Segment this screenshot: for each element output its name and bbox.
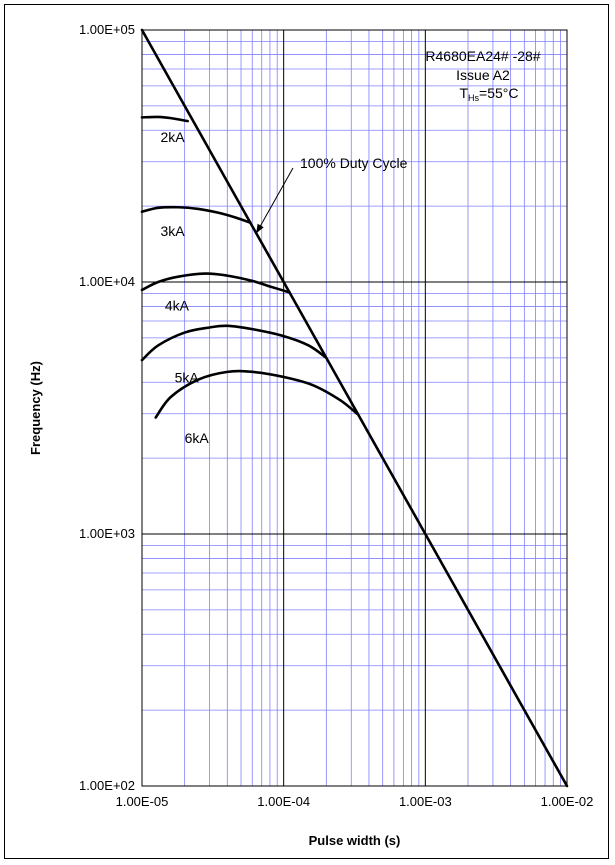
issue-text: Issue A2 <box>456 67 510 83</box>
x-axis-ticks: 1.00E-05 1.00E-04 1.00E-03 1.00E-02 <box>116 794 594 809</box>
y-tick-label: 1.00E+04 <box>79 274 135 289</box>
condition-symbol: T <box>459 85 468 101</box>
part-annotation: R4680EA24# -28# Issue A2 THs=55°C <box>425 48 540 103</box>
plot-area-border <box>141 29 568 787</box>
y-axis-ticks: 1.00E+05 1.00E+04 1.00E+03 1.00E+02 <box>79 22 135 793</box>
duty-cycle-annotation: 100% Duty Cycle <box>255 155 408 234</box>
y-axis-title: Frequency (Hz) <box>28 361 43 455</box>
part-number-text: R4680EA24# -28# <box>425 48 540 64</box>
series-line-6ka <box>154 369 359 419</box>
x-axis-title: Pulse width (s) <box>309 833 401 848</box>
temperature-condition-text: THs=55°C <box>459 85 518 103</box>
series-line-3ka <box>140 205 252 224</box>
condition-subscript: Hs <box>468 93 479 103</box>
y-tick-label: 1.00E+05 <box>79 22 135 37</box>
curve-label-3ka: 3kA <box>160 223 185 239</box>
x-tick-label: 1.00E-05 <box>116 794 169 809</box>
curve-label-6ka: 6kA <box>185 430 210 446</box>
y-tick-label: 1.00E+02 <box>79 778 135 793</box>
curve-label-4ka: 4kA <box>165 298 190 314</box>
x-tick-label: 1.00E-03 <box>399 794 452 809</box>
x-tick-label: 1.00E-02 <box>541 794 594 809</box>
series-line-4ka <box>140 272 291 294</box>
curve-labels: 2kA 3kA 4kA 5kA 6kA <box>160 129 209 446</box>
series-line-2ka <box>140 115 189 123</box>
series-line-100pct-duty-cycle <box>140 28 569 788</box>
curve-label-5ka: 5kA <box>175 369 200 385</box>
series-line-5ka <box>140 324 328 362</box>
duty-cycle-arrow <box>255 167 294 234</box>
y-tick-label: 1.00E+03 <box>79 526 135 541</box>
x-tick-label: 1.00E-04 <box>257 794 310 809</box>
series-layer <box>140 28 569 788</box>
curve-label-2ka: 2kA <box>160 129 185 145</box>
duty-cycle-label: 100% Duty Cycle <box>300 155 408 171</box>
condition-value: =55°C <box>479 85 518 101</box>
chart-frame <box>4 4 609 859</box>
duty-cycle-arrowhead <box>256 223 264 234</box>
